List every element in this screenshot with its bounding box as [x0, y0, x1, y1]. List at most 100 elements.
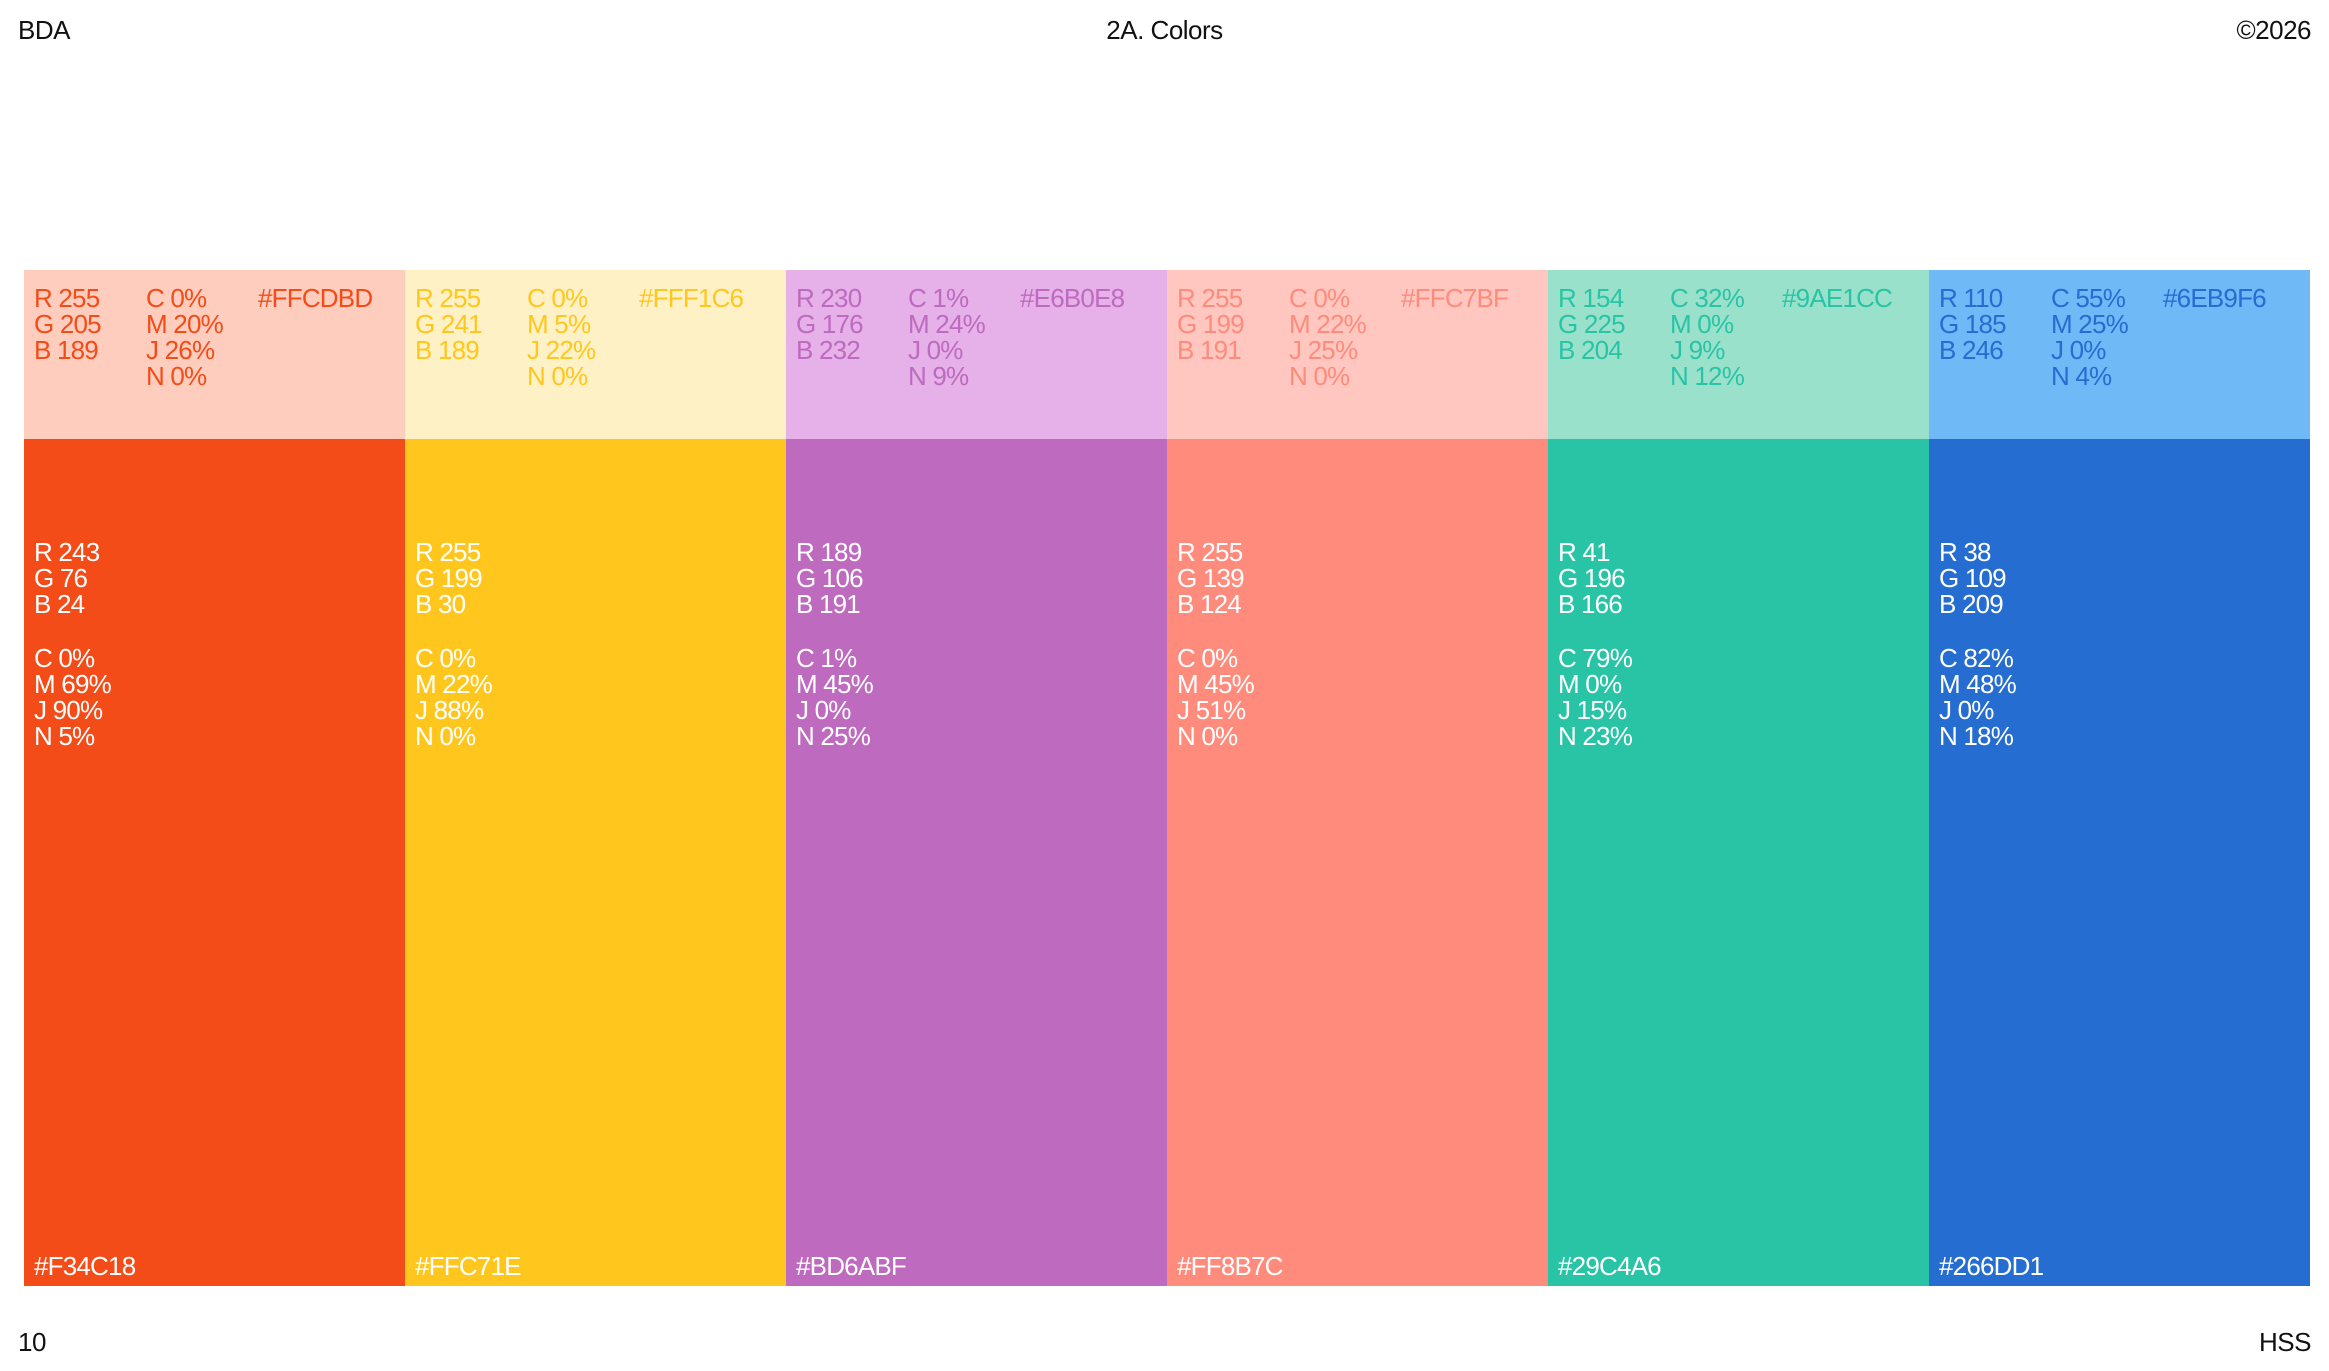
rgb-b-value: B 124: [1177, 589, 1242, 619]
cmjn-n-value: N 12%: [1670, 361, 1745, 391]
color-column-blue: R 110 G 185 B 246 C 55% M 25% J 0% N 4% …: [1929, 270, 2310, 1286]
color-column-coral: R 255 G 199 B 191 C 0% M 22% J 25% N 0% …: [1167, 270, 1548, 1286]
main-rgb-values: R 255 G 199 B 30: [415, 539, 483, 617]
cmjn-m-value: M 0%: [1558, 669, 1622, 699]
rgb-g-value: G 76: [34, 563, 88, 593]
tint-swatch: R 110 G 185 B 246 C 55% M 25% J 0% N 4% …: [1929, 270, 2310, 439]
cmjn-m-value: M 25%: [2051, 309, 2129, 339]
rgb-g-value: G 199: [1177, 309, 1245, 339]
color-palette: R 255 G 205 B 189 C 0% M 20% J 26% N 0% …: [24, 270, 2310, 1286]
color-column-teal: R 154 G 225 B 204 C 32% M 0% J 9% N 12% …: [1548, 270, 1929, 1286]
rgb-g-value: G 196: [1558, 563, 1626, 593]
main-cmjn-values: C 82% M 48% J 0% N 18%: [1939, 643, 2017, 749]
main-hex-code: #FFC71E: [415, 1251, 521, 1281]
cmjn-c-value: C 0%: [146, 283, 207, 313]
cmjn-j-value: J 90%: [34, 695, 103, 725]
main-cmjn-values: C 1% M 45% J 0% N 25%: [796, 645, 874, 751]
tint-swatch: R 230 G 176 B 232 C 1% M 24% J 0% N 9% #…: [786, 270, 1167, 439]
tint-cmjn-values: C 55% M 25% J 0% N 4%: [2051, 283, 2129, 391]
rgb-g-value: G 225: [1558, 309, 1626, 339]
tint-cmjn-values: C 1% M 24% J 0% N 9%: [908, 283, 986, 391]
main-cmjn-values: C 79% M 0% J 15% N 23%: [1558, 645, 1633, 749]
main-cmjn-values: C 0% M 69% J 90% N 5%: [34, 645, 112, 751]
tint-rgb-values: R 230 G 176 B 232: [796, 283, 864, 363]
rgb-b-value: B 166: [1558, 589, 1623, 619]
cmjn-m-value: M 0%: [1670, 309, 1734, 339]
main-swatch: R 243 G 76 B 24 C 0% M 69% J 90% N 5% #F…: [24, 439, 405, 1286]
main-rgb-values: R 41 G 196 B 166: [1558, 537, 1626, 619]
main-hex-code: #BD6ABF: [796, 1251, 907, 1281]
cmjn-j-value: J 0%: [796, 695, 851, 725]
rgb-r-value: R 255: [415, 283, 481, 313]
cmjn-j-value: J 26%: [146, 335, 215, 365]
cmjn-n-value: N 0%: [527, 361, 588, 391]
tint-cmjn-values: C 32% M 0% J 9% N 12%: [1670, 283, 1745, 391]
rgb-r-value: R 154: [1558, 283, 1624, 313]
cmjn-m-value: M 22%: [1289, 309, 1367, 339]
color-column-orange: R 255 G 205 B 189 C 0% M 20% J 26% N 0% …: [24, 270, 405, 1286]
rgb-r-value: R 255: [1177, 283, 1243, 313]
rgb-g-value: G 185: [1939, 309, 2007, 339]
rgb-g-value: G 109: [1939, 563, 2007, 593]
tint-rgb-values: R 255 G 241 B 189: [415, 283, 483, 365]
cmjn-j-value: J 0%: [1939, 695, 1994, 725]
rgb-b-value: B 189: [34, 335, 99, 365]
main-rgb-values: R 255 G 139 B 124: [1177, 539, 1245, 619]
cmjn-c-value: C 0%: [415, 643, 476, 673]
cmjn-c-value: C 1%: [908, 283, 969, 313]
tint-cmjn-values: C 0% M 20% J 26% N 0%: [146, 283, 224, 391]
cmjn-j-value: J 51%: [1177, 695, 1246, 725]
main-rgb-values: R 38 G 109 B 209: [1939, 539, 2007, 617]
tint-rgb-values: R 255 G 205 B 189: [34, 283, 102, 365]
tint-swatch: R 154 G 225 B 204 C 32% M 0% J 9% N 12% …: [1548, 270, 1929, 439]
cmjn-c-value: C 0%: [1177, 643, 1238, 673]
tint-hex-code: #9AE1CC: [1782, 283, 1893, 313]
cmjn-c-value: C 0%: [527, 283, 588, 313]
color-column-purple: R 230 G 176 B 232 C 1% M 24% J 0% N 9% #…: [786, 270, 1167, 1286]
cmjn-n-value: N 0%: [1177, 721, 1238, 751]
tint-swatch: R 255 G 199 B 191 C 0% M 22% J 25% N 0% …: [1167, 270, 1548, 439]
tint-swatch: R 255 G 205 B 189 C 0% M 20% J 26% N 0% …: [24, 270, 405, 439]
tint-hex-code: #FFC7BF: [1401, 283, 1509, 313]
cmjn-j-value: J 9%: [1670, 335, 1725, 365]
copyright-year: ©2026: [2236, 15, 2312, 45]
cmjn-n-value: N 0%: [146, 361, 207, 391]
cmjn-m-value: M 22%: [415, 669, 493, 699]
tint-rgb-values: R 110 G 185 B 246: [1939, 285, 2007, 363]
rgb-b-value: B 189: [415, 335, 480, 365]
main-cmjn-values: C 0% M 45% J 51% N 0%: [1177, 643, 1255, 751]
footer-mark: HSS: [2259, 1327, 2311, 1357]
cmjn-m-value: M 20%: [146, 309, 224, 339]
cmjn-n-value: N 5%: [34, 721, 95, 751]
rgb-b-value: B 191: [1177, 335, 1242, 365]
main-swatch: R 189 G 106 B 191 C 1% M 45% J 0% N 25% …: [786, 439, 1167, 1286]
rgb-r-value: R 255: [34, 283, 100, 313]
document-brand: BDA: [18, 15, 70, 45]
cmjn-j-value: J 22%: [527, 335, 596, 365]
cmjn-c-value: C 82%: [1939, 643, 2014, 673]
cmjn-m-value: M 24%: [908, 309, 986, 339]
main-rgb-values: R 243 G 76 B 24: [34, 537, 100, 617]
rgb-r-value: R 243: [34, 537, 100, 567]
tint-hex-code: #FFF1C6: [639, 283, 744, 313]
cmjn-m-value: M 5%: [527, 309, 591, 339]
cmjn-j-value: J 15%: [1558, 695, 1627, 725]
cmjn-n-value: N 4%: [2051, 361, 2112, 391]
main-swatch: R 255 G 139 B 124 C 0% M 45% J 51% N 0% …: [1167, 439, 1548, 1286]
tint-hex-code: #FFCDBD: [258, 283, 373, 313]
rgb-r-value: R 41: [1558, 537, 1611, 567]
cmjn-j-value: J 25%: [1289, 335, 1358, 365]
cmjn-n-value: N 25%: [796, 721, 871, 751]
cmjn-c-value: C 32%: [1670, 283, 1745, 313]
cmjn-n-value: N 0%: [415, 721, 476, 751]
cmjn-c-value: C 55%: [2051, 283, 2126, 313]
rgb-r-value: R 230: [796, 283, 862, 313]
cmjn-n-value: N 9%: [908, 361, 969, 391]
rgb-g-value: G 205: [34, 309, 102, 339]
cmjn-m-value: M 69%: [34, 669, 112, 699]
page-title: 2A. Colors: [1106, 15, 1223, 45]
cmjn-j-value: J 88%: [415, 695, 484, 725]
rgb-g-value: G 176: [796, 309, 864, 339]
main-hex-code: #266DD1: [1939, 1251, 2044, 1281]
main-swatch: R 41 G 196 B 166 C 79% M 0% J 15% N 23% …: [1548, 439, 1929, 1286]
